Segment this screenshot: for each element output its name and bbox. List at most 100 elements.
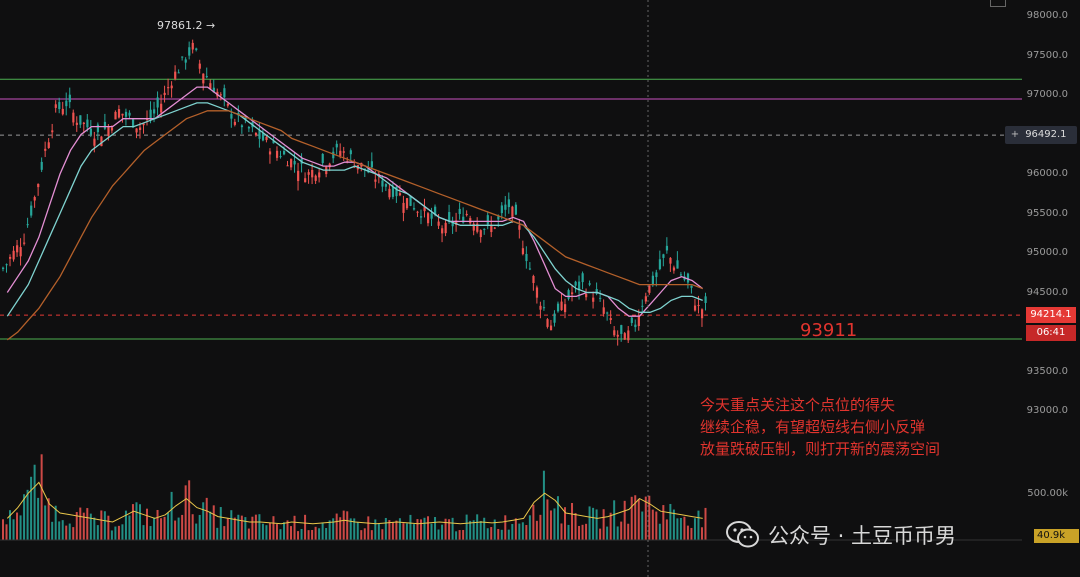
candle-body [279, 156, 282, 158]
volume-bar [325, 528, 328, 540]
level-label: 93911 [800, 320, 858, 341]
volume-bar [581, 524, 584, 540]
volume-bar [68, 523, 71, 540]
volume-bar [648, 495, 651, 540]
volume-bar [690, 527, 693, 540]
candle-body [40, 161, 43, 170]
volume-bar [19, 515, 22, 540]
candle-body [623, 333, 626, 340]
volume-bar [124, 510, 127, 540]
volume-bar [514, 518, 517, 540]
volume-bar [247, 528, 250, 540]
volume-bar [693, 518, 696, 540]
volume-bar [409, 514, 412, 540]
volume-ma-line [6, 481, 703, 525]
candle-body [247, 127, 251, 129]
candle-body [483, 228, 486, 230]
volume-bar [174, 520, 177, 540]
candle-body [686, 273, 690, 283]
volume-bar [89, 513, 92, 540]
candle-body [184, 59, 187, 63]
volume-bar [553, 508, 556, 540]
menu-icon[interactable] [990, 0, 1006, 7]
volume-label: 40.9k [1034, 529, 1079, 543]
ma-slow-line [6, 110, 703, 341]
candle-body [644, 296, 647, 302]
candle-body [370, 161, 374, 168]
volume-bar [272, 516, 275, 540]
volume-axis-tick: 500.00k [1027, 488, 1068, 499]
volume-bar [205, 497, 208, 540]
volume-bar [318, 528, 321, 540]
volume-bar [12, 519, 15, 540]
candle-body [268, 151, 272, 155]
moving-averages [6, 86, 704, 341]
candle-body [26, 224, 29, 226]
candle-body [672, 267, 676, 271]
candle-body [690, 285, 693, 288]
candle-body [261, 133, 265, 141]
candle-body [297, 170, 300, 182]
volume-bar [156, 509, 159, 540]
candle-body [419, 216, 423, 218]
volume-bar [163, 516, 166, 540]
candle-body [19, 247, 22, 257]
candle-body [648, 285, 651, 293]
current-price-label: 96492.1 [1025, 129, 1067, 140]
candle-body [79, 115, 82, 125]
candle-body [444, 222, 447, 234]
volume-bar [110, 530, 113, 540]
candle-body [282, 151, 286, 155]
volume-bar [230, 510, 233, 540]
candle-body [571, 292, 574, 295]
candle-body [96, 124, 100, 133]
candle-body [114, 111, 117, 120]
volume-bar [282, 522, 285, 540]
volume-bar [339, 517, 342, 540]
volume-bar [16, 512, 19, 540]
candle-body [167, 87, 170, 89]
price-tick: 93000.0 [1026, 405, 1068, 416]
volume-bar [146, 508, 149, 540]
volume-bar [356, 522, 359, 540]
current-price-box[interactable]: + 96492.1 [1005, 126, 1077, 144]
volume-bar [665, 519, 668, 540]
volume-bar [297, 531, 300, 540]
candle-body [507, 199, 510, 208]
candle-body [455, 220, 458, 225]
candle-body [588, 283, 591, 285]
volume-bar [549, 510, 552, 540]
volume-bar [5, 524, 8, 540]
volume-bar [61, 520, 64, 540]
candle-body [704, 296, 707, 304]
candle-body [528, 268, 532, 270]
volume-bar [497, 529, 500, 540]
candle-body [153, 109, 156, 114]
volume-bar [212, 505, 215, 540]
candle-body [592, 297, 595, 302]
volume-bar [75, 512, 78, 540]
volume-bar [335, 513, 338, 540]
last-price-label: 94214.1 [1026, 307, 1076, 323]
candle-body [30, 205, 33, 216]
candle-body [472, 223, 475, 231]
candle-body [212, 87, 215, 93]
candle-body [65, 100, 68, 107]
volume-bar [451, 517, 454, 540]
volume-bar [86, 508, 89, 540]
volume-bar [93, 517, 96, 540]
volume-bar [79, 507, 82, 540]
candle-body [37, 184, 40, 188]
volume-bar [128, 515, 131, 540]
candle-body [634, 324, 637, 328]
candle-body [339, 150, 342, 156]
horizontal-levels [0, 78, 1022, 340]
plus-icon[interactable]: + [1010, 129, 1020, 140]
candle-body [230, 114, 233, 119]
candle-body [68, 94, 71, 103]
volume-bar [223, 526, 226, 540]
volume-bar [493, 519, 496, 540]
volume-bar [434, 517, 437, 540]
candle-body [374, 179, 377, 182]
